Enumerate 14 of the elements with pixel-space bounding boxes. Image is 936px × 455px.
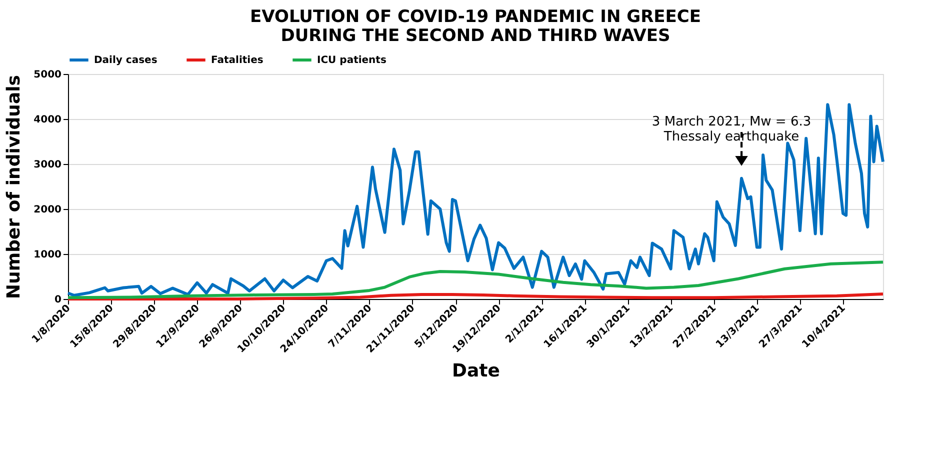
chart-title: EVOLUTION OF COVID-19 PANDEMIC IN GREECE DURING THE SECOND AND THIRD WAVES: [250, 7, 701, 46]
annotation: 3 March 2021, Mw = 6.3 Thessaly earthquake: [652, 114, 812, 144]
y-tick-label: 2000: [34, 204, 62, 216]
y-tick-label: 1000: [34, 250, 62, 260]
y-tick-label: 4000: [34, 114, 62, 126]
line-series: [66, 103, 884, 297]
y-tick-label: 3000: [34, 160, 62, 170]
legend-label: Fatalities: [211, 55, 264, 66]
x-axis-title: Date: [452, 360, 500, 382]
legend-label: Daily cases: [94, 55, 158, 66]
y-tick-label: 0: [54, 294, 62, 306]
y-axis-title: Number of individuals: [4, 74, 25, 300]
legend-label: ICU patients: [317, 55, 386, 66]
y-tick-label: 5000: [34, 70, 62, 80]
